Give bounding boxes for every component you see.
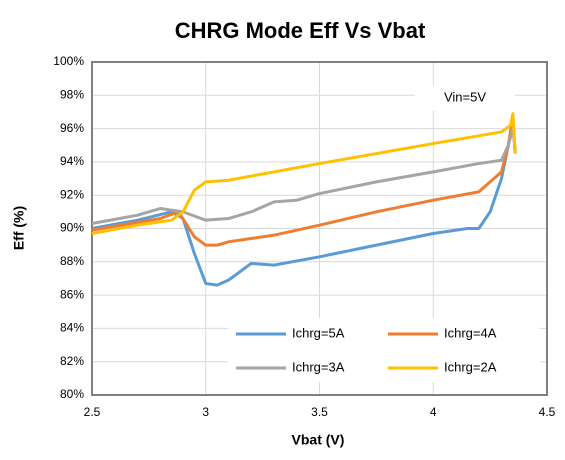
- series-line: [91, 115, 517, 247]
- y-tick-label: 86%: [60, 287, 84, 301]
- y-tick-label: 100%: [53, 54, 84, 68]
- x-tick-label: 4: [430, 405, 437, 419]
- y-tick-label: 92%: [60, 187, 84, 201]
- series-line: [91, 112, 517, 235]
- y-tick-label: 94%: [60, 154, 84, 168]
- legend-label: Ichrg=4A: [444, 325, 497, 340]
- chart-title: CHRG Mode Eff Vs Vbat: [175, 18, 426, 43]
- y-tick-label: 88%: [60, 254, 84, 268]
- x-tick-label: 3.5: [311, 405, 328, 419]
- x-axis-label: Vbat (V): [292, 432, 345, 448]
- x-tick-label: 2.5: [84, 405, 101, 419]
- y-tick-label: 80%: [60, 387, 84, 401]
- x-tick-label: 4.5: [539, 405, 556, 419]
- y-tick-label: 84%: [60, 321, 84, 335]
- y-axis-label: Eff (%): [11, 206, 27, 250]
- annotation-box: [415, 85, 515, 111]
- y-tick-label: 90%: [60, 221, 84, 235]
- y-tick-label: 98%: [60, 87, 84, 101]
- legend-label: Ichrg=5A: [292, 325, 345, 340]
- legend-label: Ichrg=2A: [444, 359, 497, 374]
- x-tick-label: 3: [202, 405, 209, 419]
- legend-label: Ichrg=3A: [292, 359, 345, 374]
- annotation: Vin=5V: [444, 89, 486, 104]
- series-line: [91, 127, 517, 225]
- y-tick-label: 82%: [60, 354, 84, 368]
- legend-box: [228, 318, 540, 382]
- y-tick-label: 96%: [60, 121, 84, 135]
